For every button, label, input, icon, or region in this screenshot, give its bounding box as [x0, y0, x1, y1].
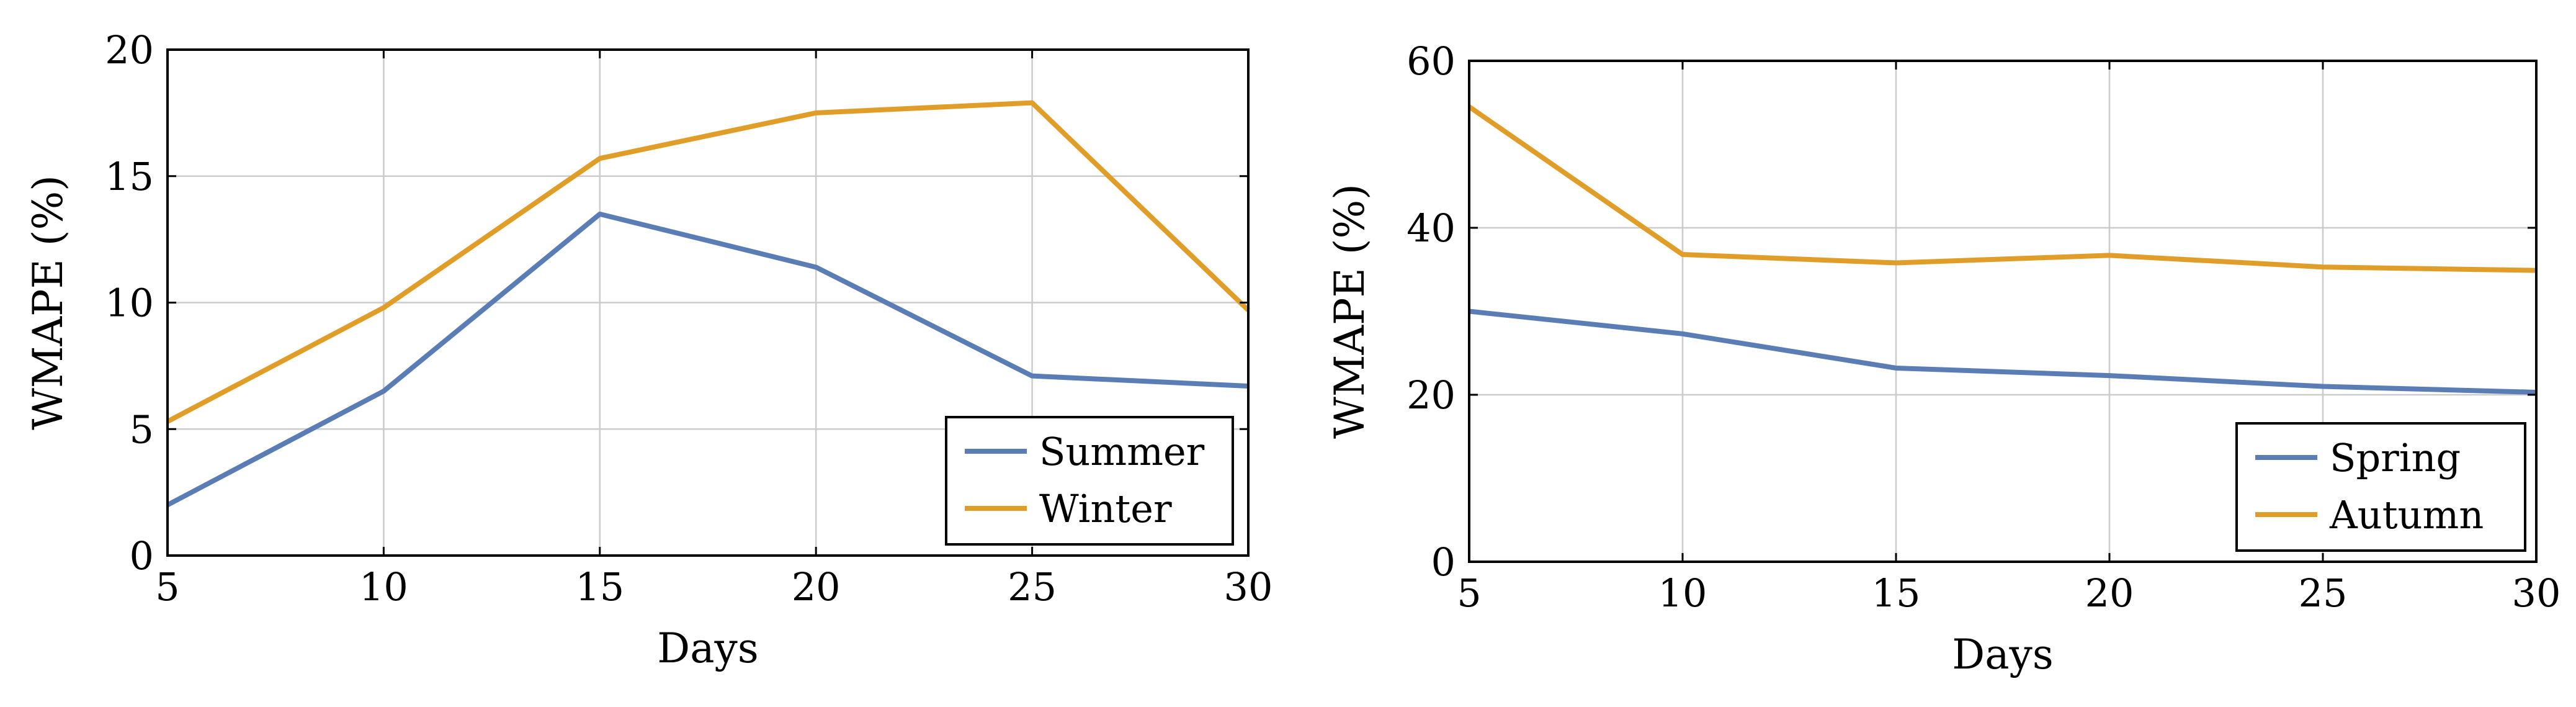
y-tick-label: 40 — [1407, 205, 1456, 251]
x-axis-label: Days — [657, 624, 758, 672]
y-tick-label: 0 — [1431, 539, 1456, 585]
x-tick-label: 20 — [2085, 570, 2134, 616]
y-tick-label: 60 — [1407, 38, 1456, 84]
y-axis-label: WMAPE (%) — [1326, 184, 1374, 439]
series-line-autumn — [1467, 104, 2537, 273]
x-tick-label: 25 — [2299, 570, 2348, 616]
x-tick-label: 5 — [155, 564, 179, 610]
legend-label-summer: Summer — [1039, 429, 1205, 474]
y-tick-label: 0 — [130, 533, 154, 579]
y-tick-label: 20 — [105, 27, 154, 73]
x-tick-label: 15 — [575, 564, 624, 610]
legend-box — [945, 416, 1234, 546]
x-tick-label: 10 — [359, 564, 408, 610]
x-tick-label: 20 — [792, 564, 841, 610]
y-tick-label: 20 — [1407, 372, 1456, 418]
y-tick-label: 15 — [105, 154, 154, 199]
x-tick-label: 30 — [1224, 564, 1273, 610]
x-tick-label: 25 — [1008, 564, 1057, 610]
x-tick-label: 10 — [1658, 570, 1707, 616]
series-line-spring — [1469, 308, 2537, 395]
x-tick-label: 15 — [1872, 570, 1921, 616]
y-tick-label: 10 — [105, 281, 154, 326]
chart-spring-autumn: 5 10 15 20 25 30 0 20 40 60 Days WMAPE (%) Spring Aut… — [1326, 38, 2560, 678]
x-tick-label: 30 — [2512, 570, 2561, 616]
series-line-winter — [166, 100, 1250, 424]
legend-label-winter: Winter — [1039, 486, 1172, 531]
legend-label-spring: Spring — [2330, 435, 2461, 480]
y-tick-label: 5 — [130, 407, 154, 452]
x-axis-label: Days — [1952, 631, 2053, 678]
y-axis-label: WMAPE (%) — [24, 175, 72, 430]
series-line-summer — [166, 211, 1249, 508]
x-tick-label: 5 — [1457, 570, 1481, 616]
plot-frame — [1468, 60, 2538, 563]
legend-box — [2235, 422, 2526, 552]
legend-label-autumn: Autumn — [2329, 492, 2484, 538]
